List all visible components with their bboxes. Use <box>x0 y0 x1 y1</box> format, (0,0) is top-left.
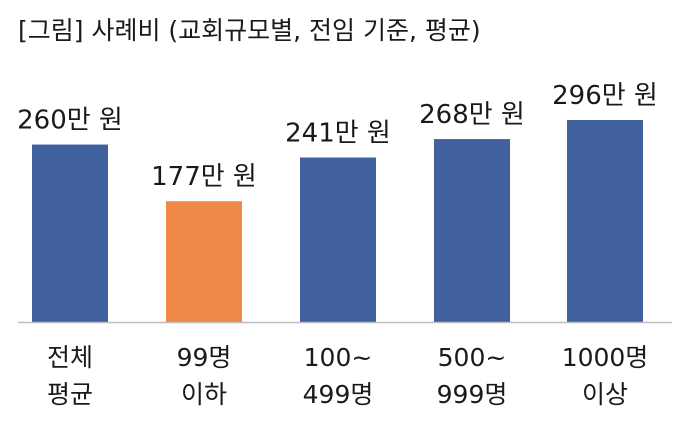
category-tick-label: 999명 <box>437 380 508 409</box>
bar <box>32 144 108 322</box>
data-label: 177만 원 <box>151 162 257 192</box>
data-label: 296만 원 <box>552 81 658 111</box>
category-tick-label: 이상 <box>582 380 628 409</box>
data-label: 268만 원 <box>419 100 525 130</box>
category-tick-label: 전체 <box>47 343 93 372</box>
bar <box>434 139 510 322</box>
bar <box>166 201 242 322</box>
category-tick-label: 500~ <box>438 343 507 372</box>
category-tick-label: 499명 <box>303 380 374 409</box>
data-label: 241만 원 <box>285 119 391 149</box>
bar <box>567 119 643 322</box>
data-label: 260만 원 <box>17 106 123 136</box>
category-tick-label: 1000명 <box>562 343 649 372</box>
category-tick-label: 99명 <box>177 343 232 372</box>
chart-title: [그림] 사례비 (교회규모별, 전임 기준, 평균) <box>18 16 481 45</box>
bar <box>300 157 376 322</box>
category-tick-label: 이하 <box>181 380 227 409</box>
category-tick-label: 평균 <box>47 380 93 409</box>
category-tick-label: 100~ <box>304 343 373 372</box>
